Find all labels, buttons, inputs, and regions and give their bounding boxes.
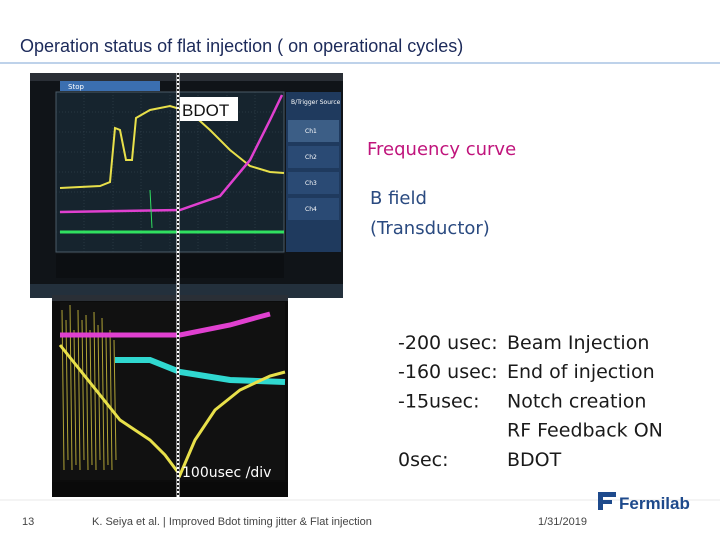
scope-bottom xyxy=(52,295,288,497)
event-list: Beam Injection -200 usec: End of injection… xyxy=(398,332,663,471)
citation: K. Seiya et al. | Improved Bdot timing j… xyxy=(92,516,372,528)
event-text: -160 usec: xyxy=(398,361,498,383)
scope-menu: B/Trigger Source xyxy=(291,99,341,106)
event-text: End of injection xyxy=(507,361,655,383)
event-text: RF Feedback ON xyxy=(507,420,663,442)
scope-menu: Ch4 xyxy=(305,206,317,213)
annotation: 100usec /div xyxy=(182,465,271,481)
event-text: -15usec: xyxy=(398,390,480,412)
annotation: Frequency curve xyxy=(367,139,516,160)
event-text: 0sec: xyxy=(398,449,449,471)
event-text: Notch creation xyxy=(507,390,646,412)
event-text: -200 usec: xyxy=(398,332,498,354)
scope-menu: Ch3 xyxy=(305,180,317,187)
date: 1/31/2019 xyxy=(538,516,587,528)
event-text: BDOT xyxy=(507,449,562,471)
page-number: 13 xyxy=(22,516,34,528)
fermilab-logo: Fermilab xyxy=(598,492,690,513)
slide-title: Operation status of flat injection ( on … xyxy=(20,36,463,56)
event-text: Beam Injection xyxy=(507,332,649,354)
logo-text: Fermilab xyxy=(619,494,690,513)
annotation: (Transductor) xyxy=(370,218,490,239)
annotation: B field xyxy=(370,188,427,209)
label-box xyxy=(180,97,238,121)
annotation: BDOT xyxy=(182,101,229,120)
scope-menu: Ch1 xyxy=(305,128,317,135)
scope-status: Stop xyxy=(68,83,84,91)
scope-menu: Ch2 xyxy=(305,154,317,161)
